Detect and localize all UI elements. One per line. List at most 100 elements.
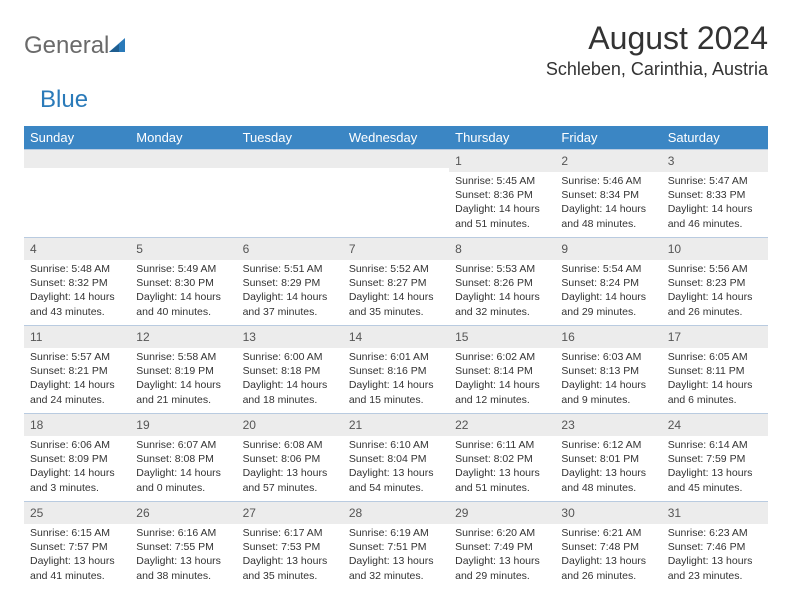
day-number-row: 19 (130, 414, 236, 436)
sunrise-line: Sunrise: 6:07 AM (136, 438, 230, 452)
day-number: 6 (243, 242, 250, 256)
sunrise-line: Sunrise: 6:10 AM (349, 438, 443, 452)
sunset-line: Sunset: 8:04 PM (349, 452, 443, 466)
day-details: Sunrise: 5:48 AMSunset: 8:32 PMDaylight:… (24, 260, 130, 323)
sunset-line: Sunset: 8:32 PM (30, 276, 124, 290)
sunrise-line: Sunrise: 6:03 AM (561, 350, 655, 364)
day-details: Sunrise: 6:12 AMSunset: 8:01 PMDaylight:… (555, 436, 661, 499)
day-cell: 1Sunrise: 5:45 AMSunset: 8:36 PMDaylight… (449, 150, 555, 238)
day-number: 9 (561, 242, 568, 256)
sunrise-line: Sunrise: 5:58 AM (136, 350, 230, 364)
sunset-line: Sunset: 8:26 PM (455, 276, 549, 290)
day-number: 3 (668, 154, 675, 168)
day-number: 12 (136, 330, 149, 344)
sunrise-line: Sunrise: 6:05 AM (668, 350, 762, 364)
day-cell: 18Sunrise: 6:06 AMSunset: 8:09 PMDayligh… (24, 414, 130, 502)
day-number: 20 (243, 418, 256, 432)
daylight-line: Daylight: 13 hours and 41 minutes. (30, 554, 124, 582)
day-cell: 25Sunrise: 6:15 AMSunset: 7:57 PMDayligh… (24, 502, 130, 590)
calendar-week-row: 4 Sunrise: 5:48 AMSunset: 8:32 PMDaylight… (24, 238, 768, 326)
day-details: Sunrise: 5:56 AMSunset: 8:23 PMDaylight:… (662, 260, 768, 323)
day-number: 24 (668, 418, 681, 432)
day-number: 7 (349, 242, 356, 256)
sunset-line: Sunset: 8:18 PM (243, 364, 337, 378)
daylight-line: Daylight: 13 hours and 51 minutes. (455, 466, 549, 494)
sunset-line: Sunset: 7:48 PM (561, 540, 655, 554)
logo-blue-text-wrap: Blue (40, 86, 768, 114)
sunset-line: Sunset: 7:55 PM (136, 540, 230, 554)
day-details: Sunrise: 5:47 AMSunset: 8:33 PMDaylight:… (662, 172, 768, 235)
day-number: 26 (136, 506, 149, 520)
daylight-line: Daylight: 14 hours and 51 minutes. (455, 202, 549, 230)
sunset-line: Sunset: 8:36 PM (455, 188, 549, 202)
daylight-line: Daylight: 13 hours and 26 minutes. (561, 554, 655, 582)
sunrise-line: Sunrise: 6:02 AM (455, 350, 549, 364)
day-details: Sunrise: 6:02 AMSunset: 8:14 PMDaylight:… (449, 348, 555, 411)
day-number-row: 13 (237, 326, 343, 348)
day-cell: 10Sunrise: 5:56 AMSunset: 8:23 PMDayligh… (662, 238, 768, 326)
day-number-row: 11 (24, 326, 130, 348)
day-number: 5 (136, 242, 143, 256)
day-number: 18 (30, 418, 43, 432)
sunrise-line: Sunrise: 6:01 AM (349, 350, 443, 364)
day-number-row: 12 (130, 326, 236, 348)
sunrise-line: Sunrise: 5:47 AM (668, 174, 762, 188)
sunset-line: Sunset: 8:30 PM (136, 276, 230, 290)
day-number: 4 (30, 242, 37, 256)
day-cell: 4 Sunrise: 5:48 AMSunset: 8:32 PMDaylight… (24, 238, 130, 326)
daylight-line: Daylight: 14 hours and 29 minutes. (561, 290, 655, 318)
day-number: 28 (349, 506, 362, 520)
day-details: Sunrise: 6:19 AMSunset: 7:51 PMDaylight:… (343, 524, 449, 587)
day-cell: 9 Sunrise: 5:54 AMSunset: 8:24 PMDaylight… (555, 238, 661, 326)
logo-text-gray: General (24, 32, 109, 60)
day-cell: 17Sunrise: 6:05 AMSunset: 8:11 PMDayligh… (662, 326, 768, 414)
daylight-line: Daylight: 13 hours and 45 minutes. (668, 466, 762, 494)
sunset-line: Sunset: 8:24 PM (561, 276, 655, 290)
day-number-row: 15 (449, 326, 555, 348)
sunset-line: Sunset: 8:33 PM (668, 188, 762, 202)
weekday-header-row: SundayMondayTuesdayWednesdayThursdayFrid… (24, 126, 768, 150)
day-cell: 11Sunrise: 5:57 AMSunset: 8:21 PMDayligh… (24, 326, 130, 414)
empty-day-number-row (343, 150, 449, 168)
daylight-line: Daylight: 13 hours and 29 minutes. (455, 554, 549, 582)
weekday-header: Monday (130, 126, 236, 150)
day-number: 21 (349, 418, 362, 432)
weekday-header: Tuesday (237, 126, 343, 150)
day-number-row: 5 (130, 238, 236, 260)
daylight-line: Daylight: 14 hours and 21 minutes. (136, 378, 230, 406)
daylight-line: Daylight: 13 hours and 57 minutes. (243, 466, 337, 494)
sunrise-line: Sunrise: 6:16 AM (136, 526, 230, 540)
daylight-line: Daylight: 14 hours and 46 minutes. (668, 202, 762, 230)
day-number: 30 (561, 506, 574, 520)
day-number-row: 17 (662, 326, 768, 348)
day-number-row: 25 (24, 502, 130, 524)
calendar-week-row: 18Sunrise: 6:06 AMSunset: 8:09 PMDayligh… (24, 414, 768, 502)
sunset-line: Sunset: 8:01 PM (561, 452, 655, 466)
day-number-row: 28 (343, 502, 449, 524)
sunset-line: Sunset: 8:13 PM (561, 364, 655, 378)
day-cell: 27Sunrise: 6:17 AMSunset: 7:53 PMDayligh… (237, 502, 343, 590)
day-details: Sunrise: 5:58 AMSunset: 8:19 PMDaylight:… (130, 348, 236, 411)
day-number: 11 (30, 330, 42, 344)
daylight-line: Daylight: 14 hours and 24 minutes. (30, 378, 124, 406)
daylight-line: Daylight: 13 hours and 35 minutes. (243, 554, 337, 582)
empty-day-number-row (130, 150, 236, 168)
day-cell: 22Sunrise: 6:11 AMSunset: 8:02 PMDayligh… (449, 414, 555, 502)
day-cell: 26Sunrise: 6:16 AMSunset: 7:55 PMDayligh… (130, 502, 236, 590)
logo: General (24, 20, 131, 60)
sunset-line: Sunset: 7:51 PM (349, 540, 443, 554)
day-cell: 23Sunrise: 6:12 AMSunset: 8:01 PMDayligh… (555, 414, 661, 502)
daylight-line: Daylight: 14 hours and 6 minutes. (668, 378, 762, 406)
day-cell: 29Sunrise: 6:20 AMSunset: 7:49 PMDayligh… (449, 502, 555, 590)
daylight-line: Daylight: 14 hours and 35 minutes. (349, 290, 443, 318)
sunrise-line: Sunrise: 5:54 AM (561, 262, 655, 276)
day-details: Sunrise: 6:00 AMSunset: 8:18 PMDaylight:… (237, 348, 343, 411)
sunset-line: Sunset: 8:02 PM (455, 452, 549, 466)
sunrise-line: Sunrise: 6:19 AM (349, 526, 443, 540)
day-number-row: 2 (555, 150, 661, 172)
sunrise-line: Sunrise: 6:06 AM (30, 438, 124, 452)
day-details: Sunrise: 6:08 AMSunset: 8:06 PMDaylight:… (237, 436, 343, 499)
sunset-line: Sunset: 8:23 PM (668, 276, 762, 290)
day-cell: 14Sunrise: 6:01 AMSunset: 8:16 PMDayligh… (343, 326, 449, 414)
month-title: August 2024 (546, 20, 768, 57)
